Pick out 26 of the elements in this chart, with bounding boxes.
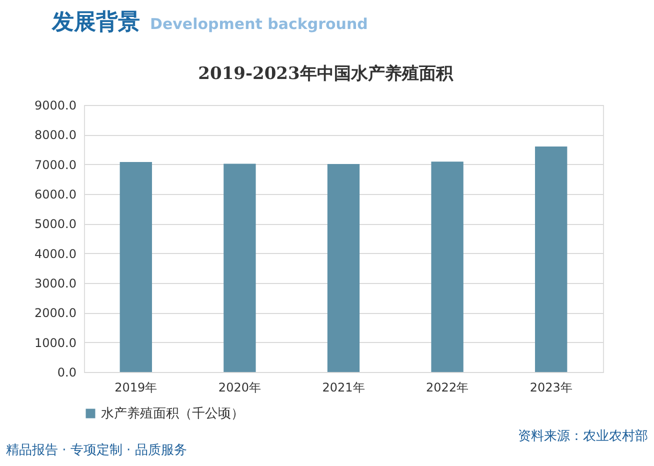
y-tick-label: 3000.0 <box>34 276 76 290</box>
text: 精品报告 · 专项定制 · 品质服务 <box>6 443 187 458</box>
legend-label: 水产养殖面积（千公顷） <box>101 406 244 422</box>
text: Development background <box>150 15 368 33</box>
x-tick-label: 2020年 <box>218 380 261 394</box>
y-tick-label: 0.0 <box>57 366 76 380</box>
bar <box>224 164 256 372</box>
y-tick-label: 1000.0 <box>34 336 76 350</box>
chart-title: 2019-2023年中国水产养殖面积 <box>198 64 454 84</box>
x-tick-label: 2021年 <box>322 380 365 394</box>
y-tick-label: 9000.0 <box>34 98 76 112</box>
x-tick-label: 2019年 <box>114 380 158 394</box>
y-tick-label: 2000.0 <box>34 306 76 320</box>
bar <box>327 164 360 372</box>
x-tick-label: 2022年 <box>426 380 469 394</box>
bar <box>535 146 568 372</box>
y-tick-label: 5000.0 <box>34 217 76 232</box>
bar <box>431 162 464 372</box>
bar <box>120 162 152 372</box>
y-tick-label: 4000.0 <box>34 246 76 261</box>
text: 资料来源：农业农村部 <box>518 429 648 444</box>
y-tick-label: 7000.0 <box>34 158 76 172</box>
x-tick-label: 2023年 <box>530 380 572 394</box>
y-tick-label: 8000.0 <box>34 128 76 142</box>
y-tick-label: 6000.0 <box>34 188 76 202</box>
text: 发展背景 <box>51 10 140 35</box>
